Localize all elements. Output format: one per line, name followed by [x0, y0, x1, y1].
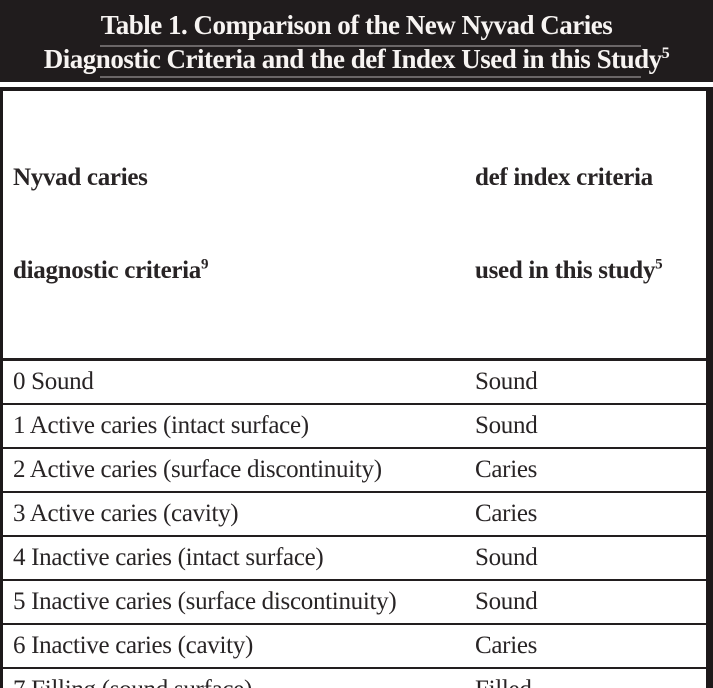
column-header-nyvad-line2-text: diagnostic criteria — [13, 257, 202, 284]
nyvad-criteria-cell: 5 Inactive caries (surface discontinuity… — [3, 580, 465, 625]
def-index-cell: Filled — [465, 668, 706, 688]
nyvad-criteria-cell: 3 Active caries (cavity) — [3, 492, 465, 537]
table-title-line-1: Table 1. Comparison of the New Nyvad Car… — [0, 8, 713, 42]
scan-artifact-line — [100, 45, 641, 47]
nyvad-criteria-cell: 1 Active caries (intact surface) — [3, 404, 465, 449]
table-body: 0 Sound Sound 1 Active caries (intact su… — [3, 359, 706, 688]
comparison-table-frame: Nyvad caries diagnostic criteria9 def in… — [0, 87, 713, 688]
title-reference-superscript: 5 — [661, 44, 670, 62]
def-index-cell: Sound — [465, 536, 706, 581]
nyvad-reference-superscript: 9 — [201, 256, 209, 273]
def-index-cell: Sound — [465, 580, 706, 625]
column-header-def-line1: def index criteria — [475, 164, 653, 191]
table-row: 0 Sound Sound — [3, 359, 706, 405]
title-text-2: Diagnostic Criteria and the def Index Us… — [43, 44, 662, 74]
table-row: 7 Filling (sound surface) Filled — [3, 668, 706, 688]
table-row: 6 Inactive caries (cavity) Caries — [3, 624, 706, 669]
def-reference-superscript: 5 — [655, 256, 663, 273]
nyvad-criteria-cell: 0 Sound — [3, 359, 465, 405]
column-header-def-line2-text: used in this study — [475, 257, 656, 284]
table-row: 5 Inactive caries (surface discontinuity… — [3, 580, 706, 625]
def-index-cell: Sound — [465, 404, 706, 449]
column-header-def: def index criteria used in this study5 — [465, 91, 706, 361]
comparison-table: Nyvad caries diagnostic criteria9 def in… — [3, 91, 706, 688]
header-row: Nyvad caries diagnostic criteria9 def in… — [3, 91, 706, 361]
nyvad-criteria-cell: 7 Filling (sound surface) — [3, 668, 465, 688]
def-index-cell: Caries — [465, 448, 706, 493]
table-header: Nyvad caries diagnostic criteria9 def in… — [3, 91, 706, 361]
table-row: 1 Active caries (intact surface) Sound — [3, 404, 706, 449]
table-title-line-2: Diagnostic Criteria and the def Index Us… — [0, 42, 713, 76]
def-index-cell: Caries — [465, 624, 706, 669]
column-header-nyvad: Nyvad caries diagnostic criteria9 — [3, 91, 465, 361]
nyvad-criteria-cell: 4 Inactive caries (intact surface) — [3, 536, 465, 581]
title-text-1: Table 1. Comparison of the New Nyvad Car… — [100, 10, 613, 40]
scan-artifact-line — [100, 76, 641, 78]
table-row: 2 Active caries (surface discontinuity) … — [3, 448, 706, 493]
def-index-cell: Caries — [465, 492, 706, 537]
def-index-cell: Sound — [465, 359, 706, 405]
column-header-nyvad-line2: diagnostic criteria9 — [13, 255, 465, 286]
nyvad-criteria-cell: 2 Active caries (surface discontinuity) — [3, 448, 465, 493]
column-header-def-line2: used in this study5 — [475, 255, 706, 286]
table-row: 4 Inactive caries (intact surface) Sound — [3, 536, 706, 581]
nyvad-criteria-cell: 6 Inactive caries (cavity) — [3, 624, 465, 669]
table-title-banner: Table 1. Comparison of the New Nyvad Car… — [0, 0, 713, 82]
column-header-nyvad-line1: Nyvad caries — [13, 164, 148, 191]
table-row: 3 Active caries (cavity) Caries — [3, 492, 706, 537]
